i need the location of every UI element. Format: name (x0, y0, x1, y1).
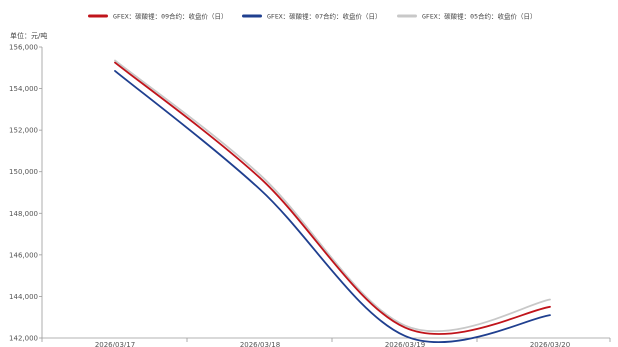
series-lines (114, 59, 551, 344)
x-tick-label: 2026/03/17 (95, 341, 135, 347)
x-tick-label: 2026/03/18 (240, 341, 280, 347)
y-tick-label: 142,000 (9, 335, 38, 343)
legend-label: GFEX：碳酸锂：05合约：收盘价（日） (422, 12, 536, 21)
legend-swatch (397, 14, 417, 18)
x-tick-label: 2026/03/19 (385, 341, 425, 347)
y-tick-label: 146,000 (9, 251, 38, 259)
legend: GFEX：碳酸锂：09合约：收盘价（日） GFEX：碳酸锂：07合约：收盘价（日）… (88, 12, 536, 21)
y-axis-unit-label: 单位：元/吨 (10, 31, 47, 40)
legend-swatch (88, 14, 108, 18)
y-tick-label: 144,000 (9, 293, 38, 301)
y-tick-label: 152,000 (9, 127, 38, 135)
y-tick-label: 154,000 (9, 85, 38, 93)
series-line (114, 61, 551, 335)
y-tick-label: 150,000 (9, 168, 38, 176)
legend-swatch (242, 14, 262, 18)
legend-label: GFEX：碳酸锂：09合约：收盘价（日） (113, 12, 227, 21)
series-line (114, 70, 551, 344)
y-tick-label: 156,000 (9, 44, 38, 52)
x-axis-ticks: 2026/03/17 2026/03/18 2026/03/19 2026/03/20 (41, 338, 611, 347)
y-axis-ticks: 142,000 144,000 146,000 148,000 150,000 152,0… (9, 44, 42, 343)
x-tick-label: 2026/03/20 (530, 341, 570, 347)
legend-label: GFEX：碳酸锂：07合约：收盘价（日） (267, 12, 381, 21)
series-line (114, 59, 551, 332)
y-tick-label: 148,000 (9, 210, 38, 218)
